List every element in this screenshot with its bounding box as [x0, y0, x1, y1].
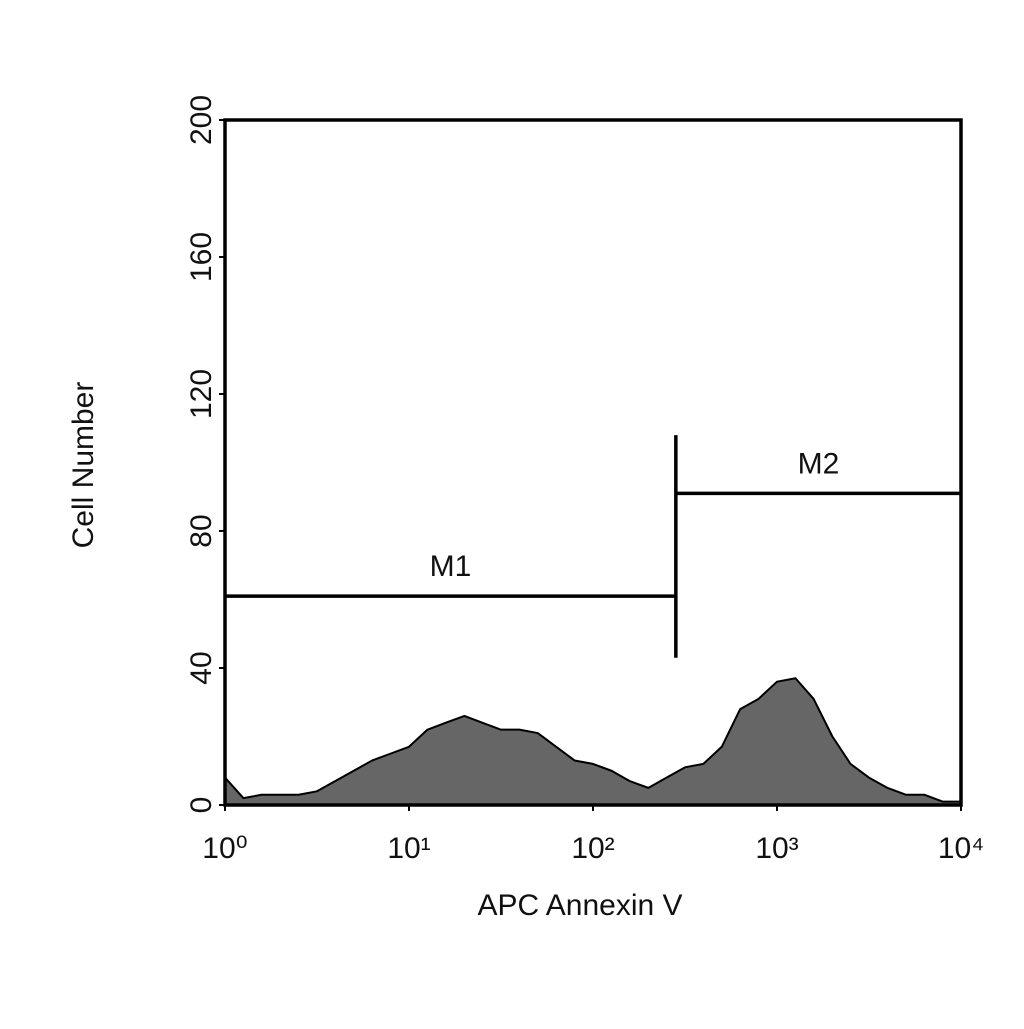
histogram-area: [224, 677, 962, 806]
x-tick-label: 10⁰: [202, 832, 247, 865]
y-tick-label: 40: [185, 651, 218, 684]
x-tick-label: 10²: [571, 832, 614, 865]
y-axis-label: Cell Number: [67, 382, 100, 549]
x-tick-label: 10³: [755, 832, 798, 865]
x-axis-label: APC Annexin V: [477, 889, 682, 922]
y-tick-label: 80: [185, 514, 218, 547]
plot-frame: [223, 118, 963, 807]
y-tick-label: 200: [185, 95, 218, 145]
x-tick-label: 10⁴: [938, 832, 984, 865]
x-tick-label: 10¹: [387, 832, 430, 865]
y-tick-label: 160: [185, 232, 218, 282]
gate-label: M1: [430, 550, 472, 583]
y-tick-label: 120: [185, 369, 218, 419]
gate-label: M2: [798, 447, 840, 480]
y-tick-label: 0: [185, 797, 218, 814]
